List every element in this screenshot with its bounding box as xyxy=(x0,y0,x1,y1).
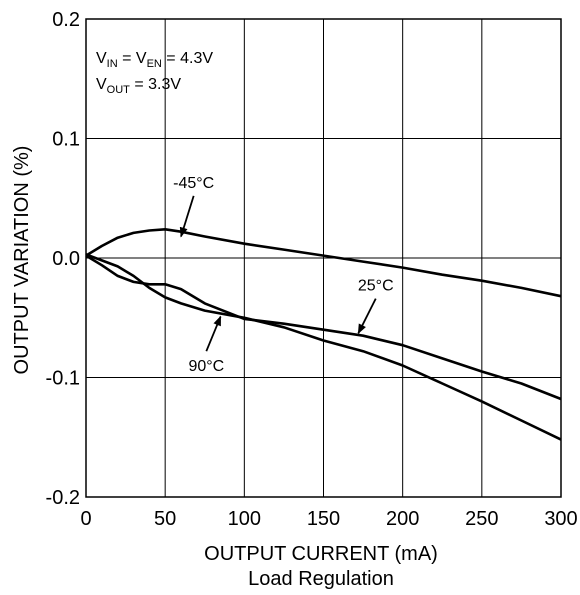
x-tick-label: 50 xyxy=(154,508,176,530)
x-axis-title: OUTPUT CURRENT (mA) xyxy=(204,543,438,565)
chart-caption: Load Regulation xyxy=(248,568,394,590)
x-tick-label: 200 xyxy=(386,508,419,530)
x-tick-label: 250 xyxy=(465,508,498,530)
series-label: 25°C xyxy=(358,278,394,295)
y-tick-label: 0.1 xyxy=(52,129,80,151)
x-tick-label: 150 xyxy=(307,508,340,530)
y-tick-label: 0.2 xyxy=(52,9,80,31)
test-conditions: VIN = VEN = 4.3V VOUT = 3.3V xyxy=(96,50,213,96)
y-tick-labels: 0.2 0.1 0.0 -0.1 -0.2 xyxy=(46,9,80,509)
series-layer xyxy=(85,228,562,441)
condition-line-1: VIN = VEN = 4.3V xyxy=(96,50,213,70)
annotation-arrow xyxy=(205,315,222,352)
annotation-arrow xyxy=(179,195,195,238)
series-line xyxy=(85,228,562,298)
y-tick-label: -0.2 xyxy=(46,487,80,509)
y-axis-title: OUTPUT VARIATION (%) xyxy=(11,146,33,375)
x-tick-labels: 0 50 100 150 200 250 300 xyxy=(80,508,577,530)
y-tick-label: -0.1 xyxy=(46,368,80,390)
series-label: 90°C xyxy=(188,358,224,375)
annotation-arrow xyxy=(357,298,377,335)
series-line xyxy=(85,253,562,441)
y-tick-label: 0.0 xyxy=(52,248,80,270)
x-tick-label: 300 xyxy=(544,508,577,530)
x-tick-label: 100 xyxy=(228,508,261,530)
series-label: -45°C xyxy=(173,175,214,192)
series-annotations: -45°C 25°C 90°C xyxy=(173,175,393,375)
plot-area xyxy=(85,18,562,498)
x-tick-label: 0 xyxy=(80,508,91,530)
condition-line-2: VOUT = 3.3V xyxy=(96,76,181,96)
